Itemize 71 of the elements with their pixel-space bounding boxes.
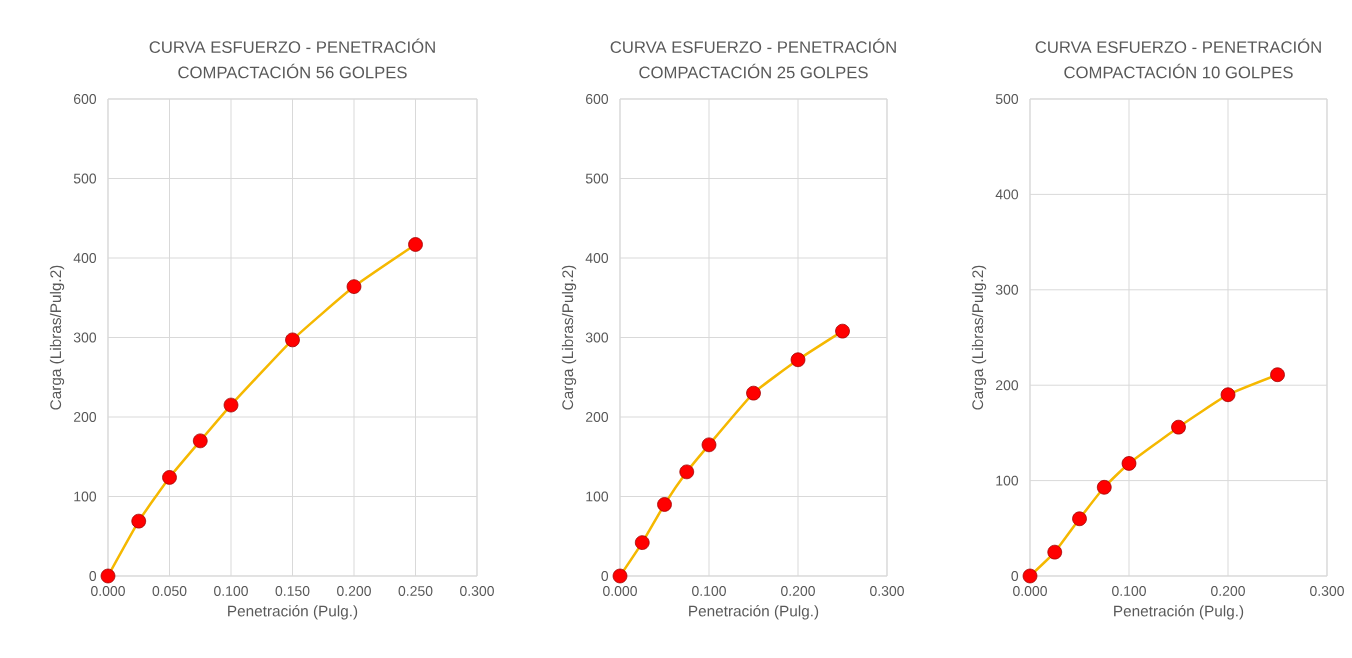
y-tick-label: 500 [73,173,97,184]
chart-title: CURVA ESFUERZO - PENETRACIÓN [1035,38,1321,54]
point [285,332,300,348]
x-tick-label: 0.250 [398,586,433,596]
point [1270,367,1285,383]
x-tick-label: 0.050 [152,586,187,596]
point [1047,544,1063,560]
y-tick-label: 400 [73,253,97,263]
x-axis-title: Penetración (Pulg.) [1114,605,1244,620]
y-tick-label: 200 [73,412,97,422]
x-tick-label: 0.300 [1310,586,1344,596]
y-tick-label: 200 [586,412,609,422]
x-tick-label: 0.000 [91,586,125,596]
x-tick-label: 0.300 [460,586,494,596]
x-tick-label: 0.200 [781,586,815,596]
point [162,470,177,485]
y-tick-label: 0 [89,571,97,581]
point [131,513,147,529]
point [746,385,761,401]
chart-subtitle: COMPACTACIÓN 25 GOLPES [639,63,868,79]
point [1121,456,1137,471]
chart-subtitle: COMPACTACIÓN 56 GOLPES [178,63,407,79]
point [1220,387,1236,403]
x-tick-label: 0.100 [214,586,248,596]
y-axis-title: Carga (Libras/Pulg.2) [561,265,577,410]
x-tick-label: 0.000 [1013,586,1047,596]
point [612,568,628,584]
point [408,237,423,252]
x-tick-label: 0.100 [1112,586,1146,596]
x-tick-label: 0.150 [275,586,310,596]
point [346,279,362,294]
y-tick-label: 300 [995,284,1019,295]
x-tick-label: 0.100 [692,586,726,596]
chart-subtitle: COMPACTACIÓN 10 GOLPES [1064,63,1293,79]
x-tick-label: 0.000 [603,586,637,596]
x-axis-title: Penetración (Pulg.) [689,605,819,620]
y-tick-label: 300 [73,332,97,343]
point [1022,568,1038,584]
y-tick-label: 100 [996,475,1019,486]
x-axis-title: Penetración (Pulg.) [228,605,358,620]
point [100,568,116,584]
point [1096,479,1112,495]
point [1072,511,1087,527]
y-axis-title: Carga (Libras/Pulg.2) [49,265,65,410]
point [835,323,850,339]
y-tick-label: 0 [601,571,609,581]
x-tick-label: 0.200 [1211,586,1245,596]
y-tick-label: 100 [586,491,609,502]
point [679,464,695,480]
y-tick-label: 200 [996,380,1019,391]
point [223,397,239,413]
point [634,535,650,550]
point [701,437,717,453]
y-tick-label: 100 [74,491,97,502]
y-tick-label: 500 [995,94,1019,104]
x-tick-label: 0.200 [337,586,371,596]
y-axis-title: Carga (Libras/Pulg.2) [971,265,987,410]
x-tick-label: 0.300 [870,586,904,596]
point [657,497,672,512]
y-tick-label: 0 [1011,571,1019,581]
chart-title: CURVA ESFUERZO - PENETRACIÓN [149,38,435,54]
y-tick-label: 600 [73,94,97,104]
point [192,433,208,449]
point [790,352,806,368]
y-tick-label: 400 [585,253,609,263]
point [1171,419,1186,435]
y-tick-label: 500 [585,173,609,184]
y-tick-label: 400 [995,189,1019,200]
chart-title: CURVA ESFUERZO - PENETRACIÓN [610,38,896,54]
y-tick-label: 600 [586,94,609,104]
y-tick-label: 300 [585,332,609,343]
